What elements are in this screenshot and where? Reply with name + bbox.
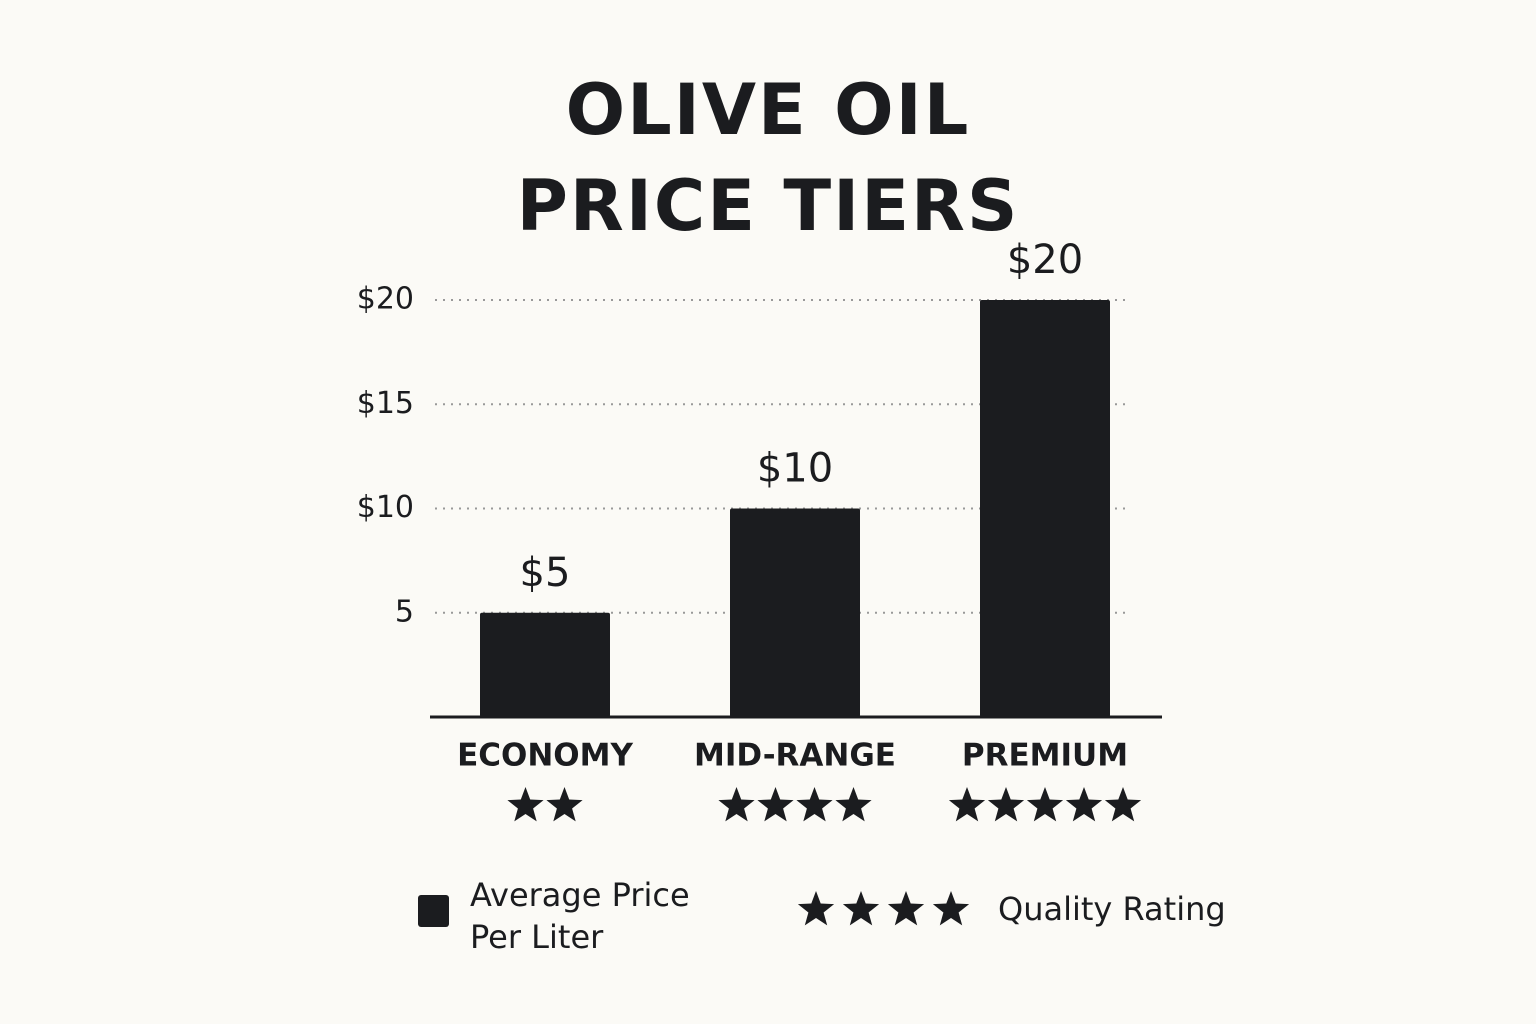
legend-star-icon (932, 891, 970, 926)
star (507, 787, 544, 822)
bar (730, 508, 860, 717)
legend-star-icon (797, 891, 835, 926)
value-label: $5 (520, 550, 571, 596)
x-tick-label: PREMIUM (962, 738, 1128, 774)
value-label: $20 (1007, 237, 1083, 283)
x-tick-label: MID-RANGE (694, 738, 896, 774)
quality-stars (507, 787, 583, 822)
star (1065, 787, 1103, 822)
legend-label: Average Price Per Liter (470, 876, 690, 956)
legend-swatch (418, 895, 449, 927)
quality-stars (948, 787, 1142, 822)
legend-star-icon (887, 891, 925, 926)
value-label: $10 (757, 446, 833, 492)
star (796, 787, 833, 822)
y-tick-label: 5 (395, 594, 414, 629)
bar (480, 612, 610, 717)
star (1104, 787, 1142, 822)
star (1026, 787, 1064, 822)
legend-star-icon (842, 891, 880, 926)
y-tick-label: $20 (357, 282, 414, 317)
star (718, 787, 755, 822)
star (987, 787, 1025, 822)
y-tick-label: $15 (357, 386, 414, 421)
y-tick-label: $10 (357, 490, 414, 525)
x-tick-label: ECONOMY (457, 738, 633, 774)
legend-label: Quality Rating (998, 890, 1226, 928)
star (835, 787, 872, 822)
chart-title: OLIVE OIL PRICE TIERS (516, 69, 1020, 247)
star (546, 787, 583, 822)
star (948, 787, 986, 822)
star (757, 787, 794, 822)
bar (980, 300, 1110, 717)
quality-stars (718, 787, 872, 822)
